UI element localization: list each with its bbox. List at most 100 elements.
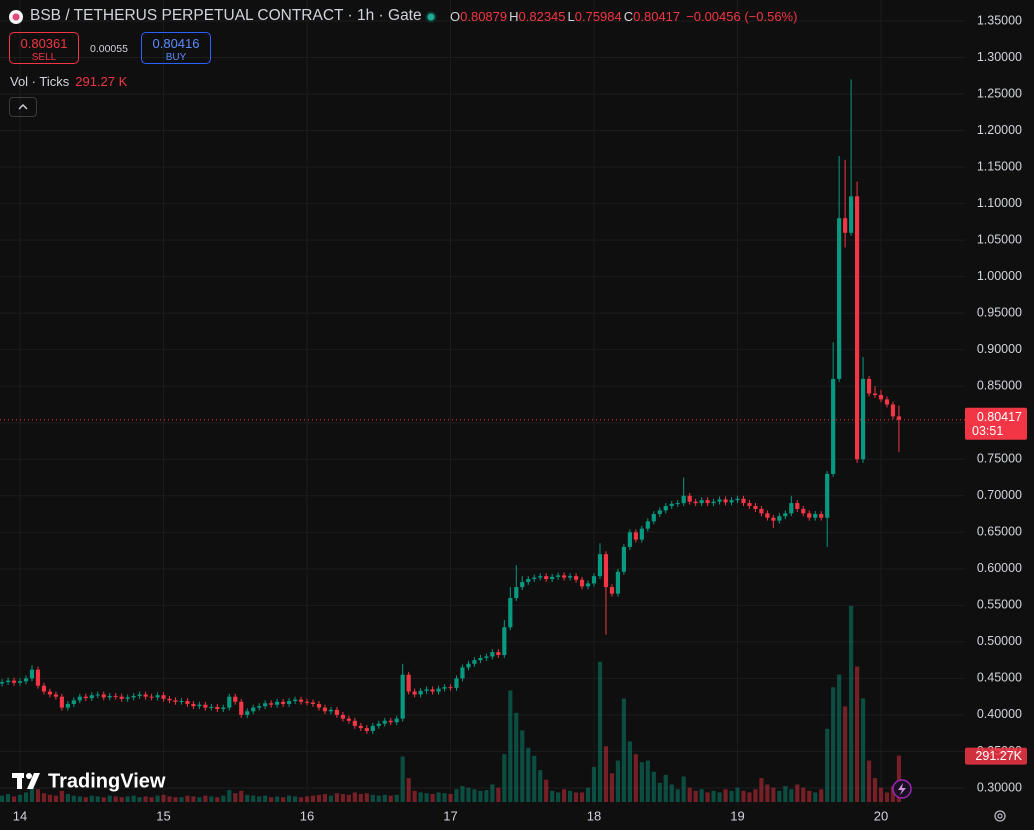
candle-body [681,495,686,504]
y-tick-label: 0.30000 [977,780,1022,794]
volume-bar [65,794,70,802]
volume-bar [47,794,53,802]
candle-body [496,652,501,656]
candle-body [567,576,573,578]
candle-body [687,495,692,502]
settings-icon[interactable] [994,810,1006,822]
volume-bar [131,795,136,802]
candle-body [179,701,184,703]
candle-body [579,579,585,587]
candle-body [627,532,632,547]
candle-body [717,499,722,502]
countdown: 03:51 [972,424,1003,438]
volume-bar [149,797,154,802]
candle-body [585,583,591,587]
y-tick-label: 0.65000 [977,525,1022,539]
volume-bar [125,796,130,802]
candle-body [197,704,202,707]
volume-bar [759,778,764,802]
candle-body [633,532,638,540]
volume-bar [113,796,118,802]
volume-bar [795,784,800,802]
volume-bar [77,796,82,802]
y-tick-label: 0.45000 [977,671,1022,685]
sell-button[interactable]: 0.80361 SELL [9,32,79,64]
candle-body [328,709,334,712]
volume-bar [627,741,632,802]
candle-body [275,701,280,705]
volume-bar [257,796,262,802]
candle-body [741,498,746,504]
volume-bar [5,794,11,802]
ohlc-value: 0.75984 [574,9,622,24]
candle-body [597,554,603,577]
candle-body [484,656,489,658]
candle-body [53,694,58,697]
candle-body [603,554,609,588]
candle-body [693,501,698,504]
volume-bar [400,756,405,802]
volume-bar [556,792,561,802]
candle-body [352,720,357,726]
candle-body [478,657,483,661]
candle-body [562,575,567,578]
volume-bar [490,784,495,802]
volume-bar [95,796,100,802]
candle-body [460,667,465,679]
ohlc-value: 0.82345 [518,9,566,24]
lightning-button[interactable] [892,779,912,799]
y-tick-label: 0.75000 [977,452,1022,466]
volume-bar [639,762,644,802]
volume-bar [53,795,58,802]
volume-bar [454,789,459,802]
volume-bar [143,796,148,802]
y-tick-label: 0.40000 [977,707,1022,721]
volume-bar [41,793,47,802]
candle-body [544,576,549,580]
volume-bar [538,770,543,802]
candle-body [245,711,250,715]
sell-label: SELL [31,52,57,63]
volume-bar [813,792,818,802]
volume-bar [675,789,680,802]
candle-body [382,720,387,724]
candle-body [286,701,292,704]
candle-body [735,498,740,501]
candle-body [556,575,561,577]
ohlc-key: C [623,9,634,24]
last-volume-tag [965,747,1027,765]
candle-body [346,718,351,721]
candle-body [59,696,64,708]
candle-body [729,500,734,503]
volume-bar [316,794,322,802]
volume-bar [896,755,902,802]
x-tick-label: 20 [874,808,888,823]
last-price-tag [965,407,1027,440]
volume-bar [567,790,573,802]
volume-bar [442,793,447,802]
volume-bar [466,787,471,802]
candle-body [831,378,836,474]
volume-bar [406,778,411,802]
volume-bar [101,797,106,802]
buy-button[interactable]: 0.80416 BUY [141,32,211,64]
collapse-button[interactable] [9,97,37,117]
volume-bar [119,797,124,802]
volume-bar [717,792,722,802]
volume-bar [573,792,579,802]
candle-body [263,703,268,707]
volume-bar [831,687,836,802]
volume-bar [484,790,489,802]
volume-bar [382,794,387,802]
candle-body [430,689,435,692]
volume-bar [860,698,866,802]
volume-bar [884,792,890,802]
volume-bar [579,792,585,802]
volume-bar [460,786,465,802]
volume-bar [424,793,429,802]
volume-bar [633,754,638,802]
volume-bar [227,790,232,802]
candle-body [651,514,656,522]
volume-bar [890,786,896,802]
candle-body [173,700,178,702]
